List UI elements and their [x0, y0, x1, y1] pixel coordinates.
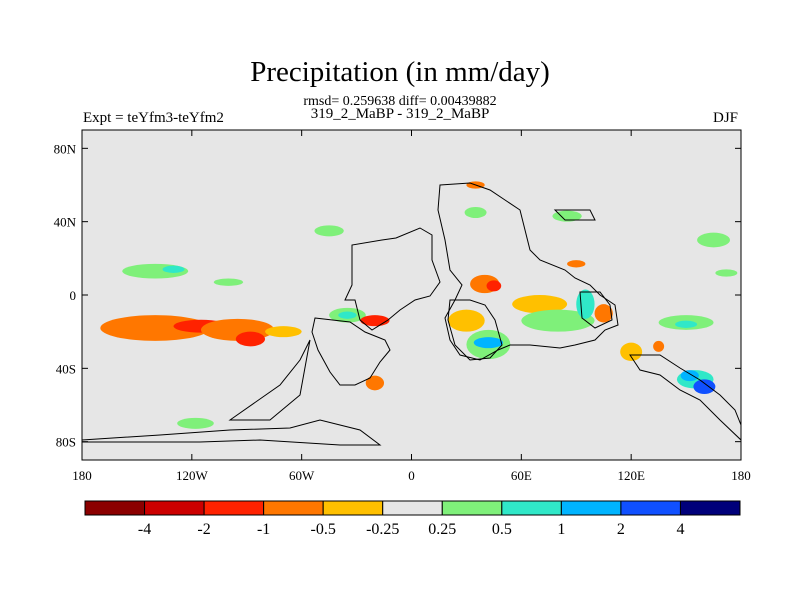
anomaly-region [177, 417, 214, 429]
colorbar-swatch [322, 500, 384, 516]
colorbar-swatch [620, 500, 681, 516]
anomaly-region [567, 260, 586, 268]
coastlines [82, 182, 741, 446]
x-tick-label: 0 [408, 468, 415, 483]
anomaly-region [653, 340, 665, 352]
y-tick-label: 40S [56, 361, 76, 376]
colorbar-label: -0.5 [311, 521, 336, 538]
colorbar-label: 1 [557, 521, 565, 538]
anomaly-region [162, 265, 185, 274]
colorbar-label: 0.5 [492, 521, 512, 538]
anomaly-region [675, 320, 698, 329]
anomaly-region [715, 269, 738, 277]
x-tick-label: 120E [617, 468, 645, 483]
plot-title: Precipitation (in mm/day) [250, 56, 550, 88]
anomaly-region [338, 311, 357, 319]
colorbar-swatch [501, 500, 562, 516]
colorbar-swatch [144, 500, 205, 516]
colorbar-label: -2 [197, 521, 210, 538]
coastline-path [228, 339, 311, 421]
y-tick-label: 40N [54, 215, 77, 230]
anomaly-region [448, 309, 485, 332]
x-tick-label: 120W [176, 468, 209, 483]
colorbar-swatch [441, 500, 503, 516]
y-tick-label: 0 [70, 288, 77, 303]
colorbar-label: -1 [257, 521, 270, 538]
colorbar-label: -0.25 [366, 521, 399, 538]
colorbar-label: 2 [617, 521, 625, 538]
colorbar-swatch [263, 500, 324, 516]
experiment-label: Expt = teYfm3-teYfm2 [83, 110, 224, 126]
anomaly-region [265, 326, 302, 338]
coastline-path [553, 209, 596, 221]
coastline-path [629, 354, 741, 441]
anomaly-region [213, 278, 244, 286]
colorbar-swatch [203, 500, 265, 516]
colorbar-swatch [560, 500, 622, 516]
anomaly-region [473, 337, 504, 349]
x-tick-label: 60E [511, 468, 532, 483]
y-tick-label: 80S [56, 435, 76, 450]
colorbar-swatch [679, 500, 741, 516]
anomaly-region [486, 280, 502, 292]
run-label: 319_2_MaBP - 319_2_MaBP [310, 106, 490, 122]
anomaly-region [680, 370, 699, 382]
anomaly-region [697, 232, 731, 248]
coastline-path [82, 419, 382, 446]
colorbar: -4 -2 -1 -0.5 -0.25 0.25 0.5 1 2 4 [84, 500, 741, 538]
anomaly-region [594, 304, 613, 323]
coastline-path [311, 317, 391, 386]
plot-area [81, 129, 742, 461]
season-label: DJF [712, 110, 738, 126]
map-background [82, 130, 741, 460]
anomaly-region [365, 375, 385, 391]
anomaly-region [620, 342, 643, 362]
axes: 180 120W 60W 0 60E 120E 180 80N 40N 0 40S 80S [54, 130, 751, 483]
x-tick-label: 180 [72, 468, 92, 483]
anomaly-region [552, 210, 582, 222]
colorbar-label: -4 [138, 521, 151, 538]
anomaly-region [235, 331, 266, 347]
anomaly-region [360, 315, 390, 327]
stats-subtitle: rmsd= 0.259638 diff= 0.00439882 [303, 94, 497, 109]
anomaly-region [521, 309, 595, 332]
anomaly-region [693, 379, 716, 394]
anomaly-region [314, 225, 344, 237]
coastline-path [344, 227, 441, 331]
colorbar-swatch [382, 500, 443, 516]
colorbar-label: 0.25 [428, 521, 456, 538]
coastline-path [447, 299, 503, 361]
anomaly-region [464, 207, 487, 218]
anomaly-region [512, 295, 568, 314]
coastline-path [579, 291, 613, 329]
y-tick-label: 80N [54, 141, 77, 156]
x-tick-label: 180 [731, 468, 751, 483]
colorbar-swatch [84, 500, 146, 516]
anomaly-region [576, 289, 595, 319]
colorbar-label: 4 [676, 521, 684, 538]
x-tick-label: 60W [289, 468, 315, 483]
